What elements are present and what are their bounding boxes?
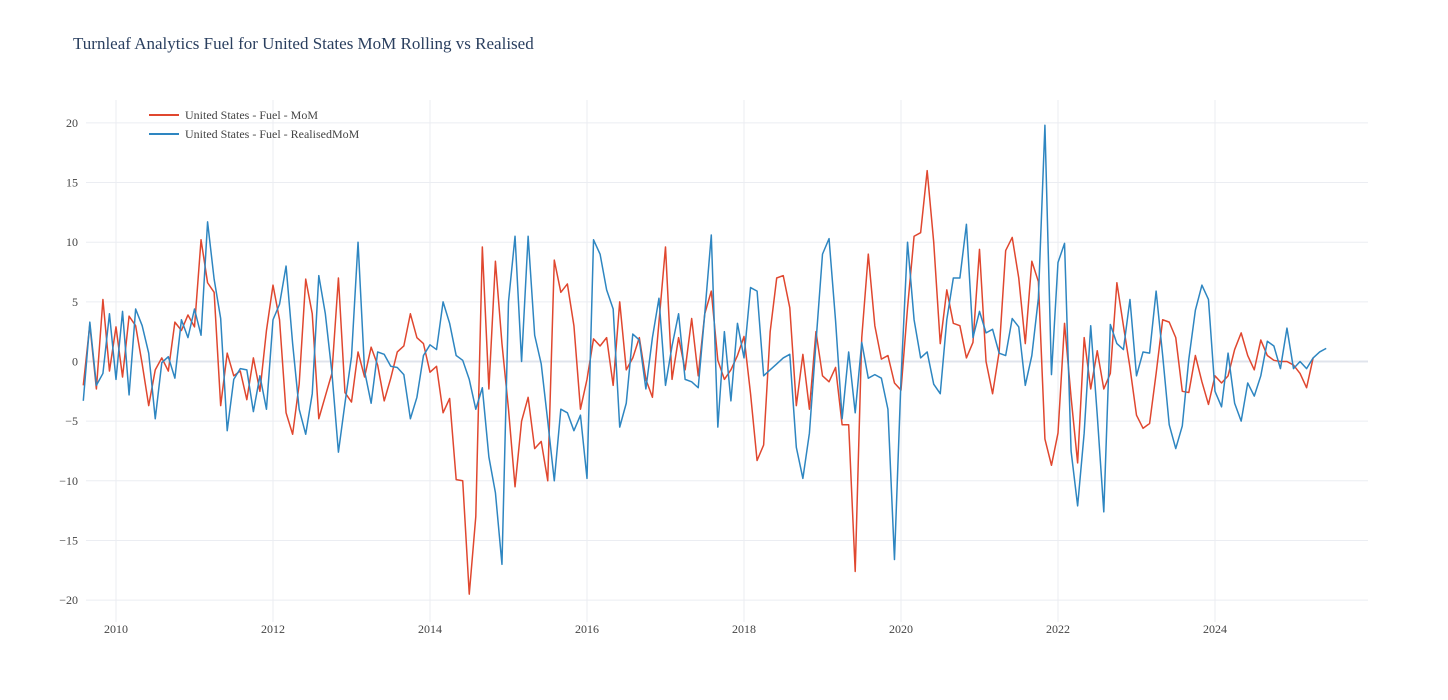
- legend[interactable]: United States - Fuel - MoM United States…: [149, 108, 360, 141]
- x-tick-label: 2018: [732, 622, 756, 636]
- x-tick-label: 2012: [261, 622, 285, 636]
- x-tick-label: 2010: [104, 622, 128, 636]
- y-tick-label: −5: [65, 414, 78, 428]
- x-tick-label: 2020: [889, 622, 913, 636]
- legend-label-mom: United States - Fuel - MoM: [185, 108, 318, 122]
- y-tick-label: 15: [66, 176, 78, 190]
- legend-label-realised: United States - Fuel - RealisedMoM: [185, 127, 360, 141]
- series-lines: [82, 124, 1327, 595]
- y-tick-label: 0: [72, 355, 78, 369]
- y-tick-label: 20: [66, 116, 78, 130]
- x-axis-ticks: 2010 2012 2014 2016 2018 2020 2022 2024: [104, 622, 1227, 636]
- x-tick-label: 2014: [418, 622, 442, 636]
- series-line-realised: [82, 124, 1327, 566]
- x-tick-label: 2016: [575, 622, 599, 636]
- y-tick-label: 10: [66, 235, 78, 249]
- chart-title: Turnleaf Analytics Fuel for United State…: [73, 34, 534, 53]
- x-tick-label: 2024: [1203, 622, 1227, 636]
- x-tick-label: 2022: [1046, 622, 1070, 636]
- y-axis-ticks: 20 15 10 5 0 −15 −10 −5 −20: [59, 116, 78, 607]
- y-tick-label: −10: [59, 474, 78, 488]
- legend-item-realised[interactable]: United States - Fuel - RealisedMoM: [149, 127, 360, 141]
- legend-item-mom[interactable]: United States - Fuel - MoM: [149, 108, 318, 122]
- y-tick-label: 5: [72, 295, 78, 309]
- y-tick-label: −15: [59, 533, 78, 547]
- y-tick-label: −20: [59, 593, 78, 607]
